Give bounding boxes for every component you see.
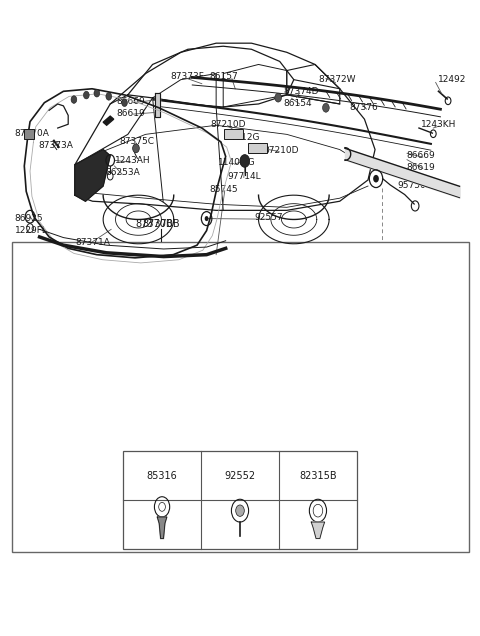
Text: 1229FL: 1229FL <box>15 226 48 235</box>
Text: 82315B: 82315B <box>299 471 337 481</box>
Circle shape <box>84 92 89 99</box>
Circle shape <box>106 93 112 100</box>
Text: 86619: 86619 <box>406 163 435 172</box>
Circle shape <box>373 175 379 183</box>
Text: 12492: 12492 <box>438 76 467 85</box>
Text: 1243AH: 1243AH <box>115 156 151 165</box>
Bar <box>123 451 357 549</box>
Polygon shape <box>155 93 160 116</box>
Text: 97714L: 97714L <box>227 172 261 181</box>
Circle shape <box>121 99 127 106</box>
Text: 92552: 92552 <box>225 471 255 481</box>
Text: 86669: 86669 <box>406 151 435 160</box>
Text: 87374D: 87374D <box>283 86 318 96</box>
Text: 1243KH: 1243KH <box>421 120 456 128</box>
Text: 86619: 86619 <box>116 109 144 118</box>
Circle shape <box>204 216 208 221</box>
Circle shape <box>240 155 250 167</box>
Text: 86157: 86157 <box>209 72 238 81</box>
Text: 87372W: 87372W <box>319 76 356 85</box>
Text: 1140MG: 1140MG <box>217 158 255 167</box>
Polygon shape <box>157 517 167 539</box>
Text: 87370B: 87370B <box>143 219 180 230</box>
Bar <box>224 129 243 139</box>
Text: 87210D: 87210D <box>210 120 245 128</box>
Text: 87210D: 87210D <box>263 146 299 155</box>
Polygon shape <box>103 116 114 125</box>
Text: 85745: 85745 <box>209 185 238 194</box>
Polygon shape <box>75 149 110 201</box>
Text: 87376: 87376 <box>350 103 379 113</box>
Circle shape <box>236 505 244 516</box>
Bar <box>248 143 267 153</box>
Bar <box>12 242 469 552</box>
Text: 86925: 86925 <box>15 214 43 223</box>
Text: 92557: 92557 <box>254 214 283 223</box>
Text: 84612G: 84612G <box>225 133 260 142</box>
Text: 87373A: 87373A <box>38 141 73 150</box>
Circle shape <box>132 144 139 153</box>
Text: 85316: 85316 <box>147 471 178 481</box>
Text: 87375C: 87375C <box>120 137 155 146</box>
Text: 86669: 86669 <box>116 97 144 106</box>
Text: 87370B: 87370B <box>135 219 173 229</box>
Text: 95750L: 95750L <box>397 181 431 190</box>
Circle shape <box>94 90 100 97</box>
Text: 87371A: 87371A <box>75 237 110 247</box>
Text: 86253A: 86253A <box>106 169 140 177</box>
Bar <box>24 129 34 139</box>
Text: 86154: 86154 <box>283 99 312 108</box>
Text: 87770A: 87770A <box>15 128 49 137</box>
Circle shape <box>71 96 77 103</box>
Circle shape <box>323 103 329 112</box>
Polygon shape <box>311 522 324 539</box>
Text: 87373F: 87373F <box>171 72 204 81</box>
Circle shape <box>275 93 281 102</box>
